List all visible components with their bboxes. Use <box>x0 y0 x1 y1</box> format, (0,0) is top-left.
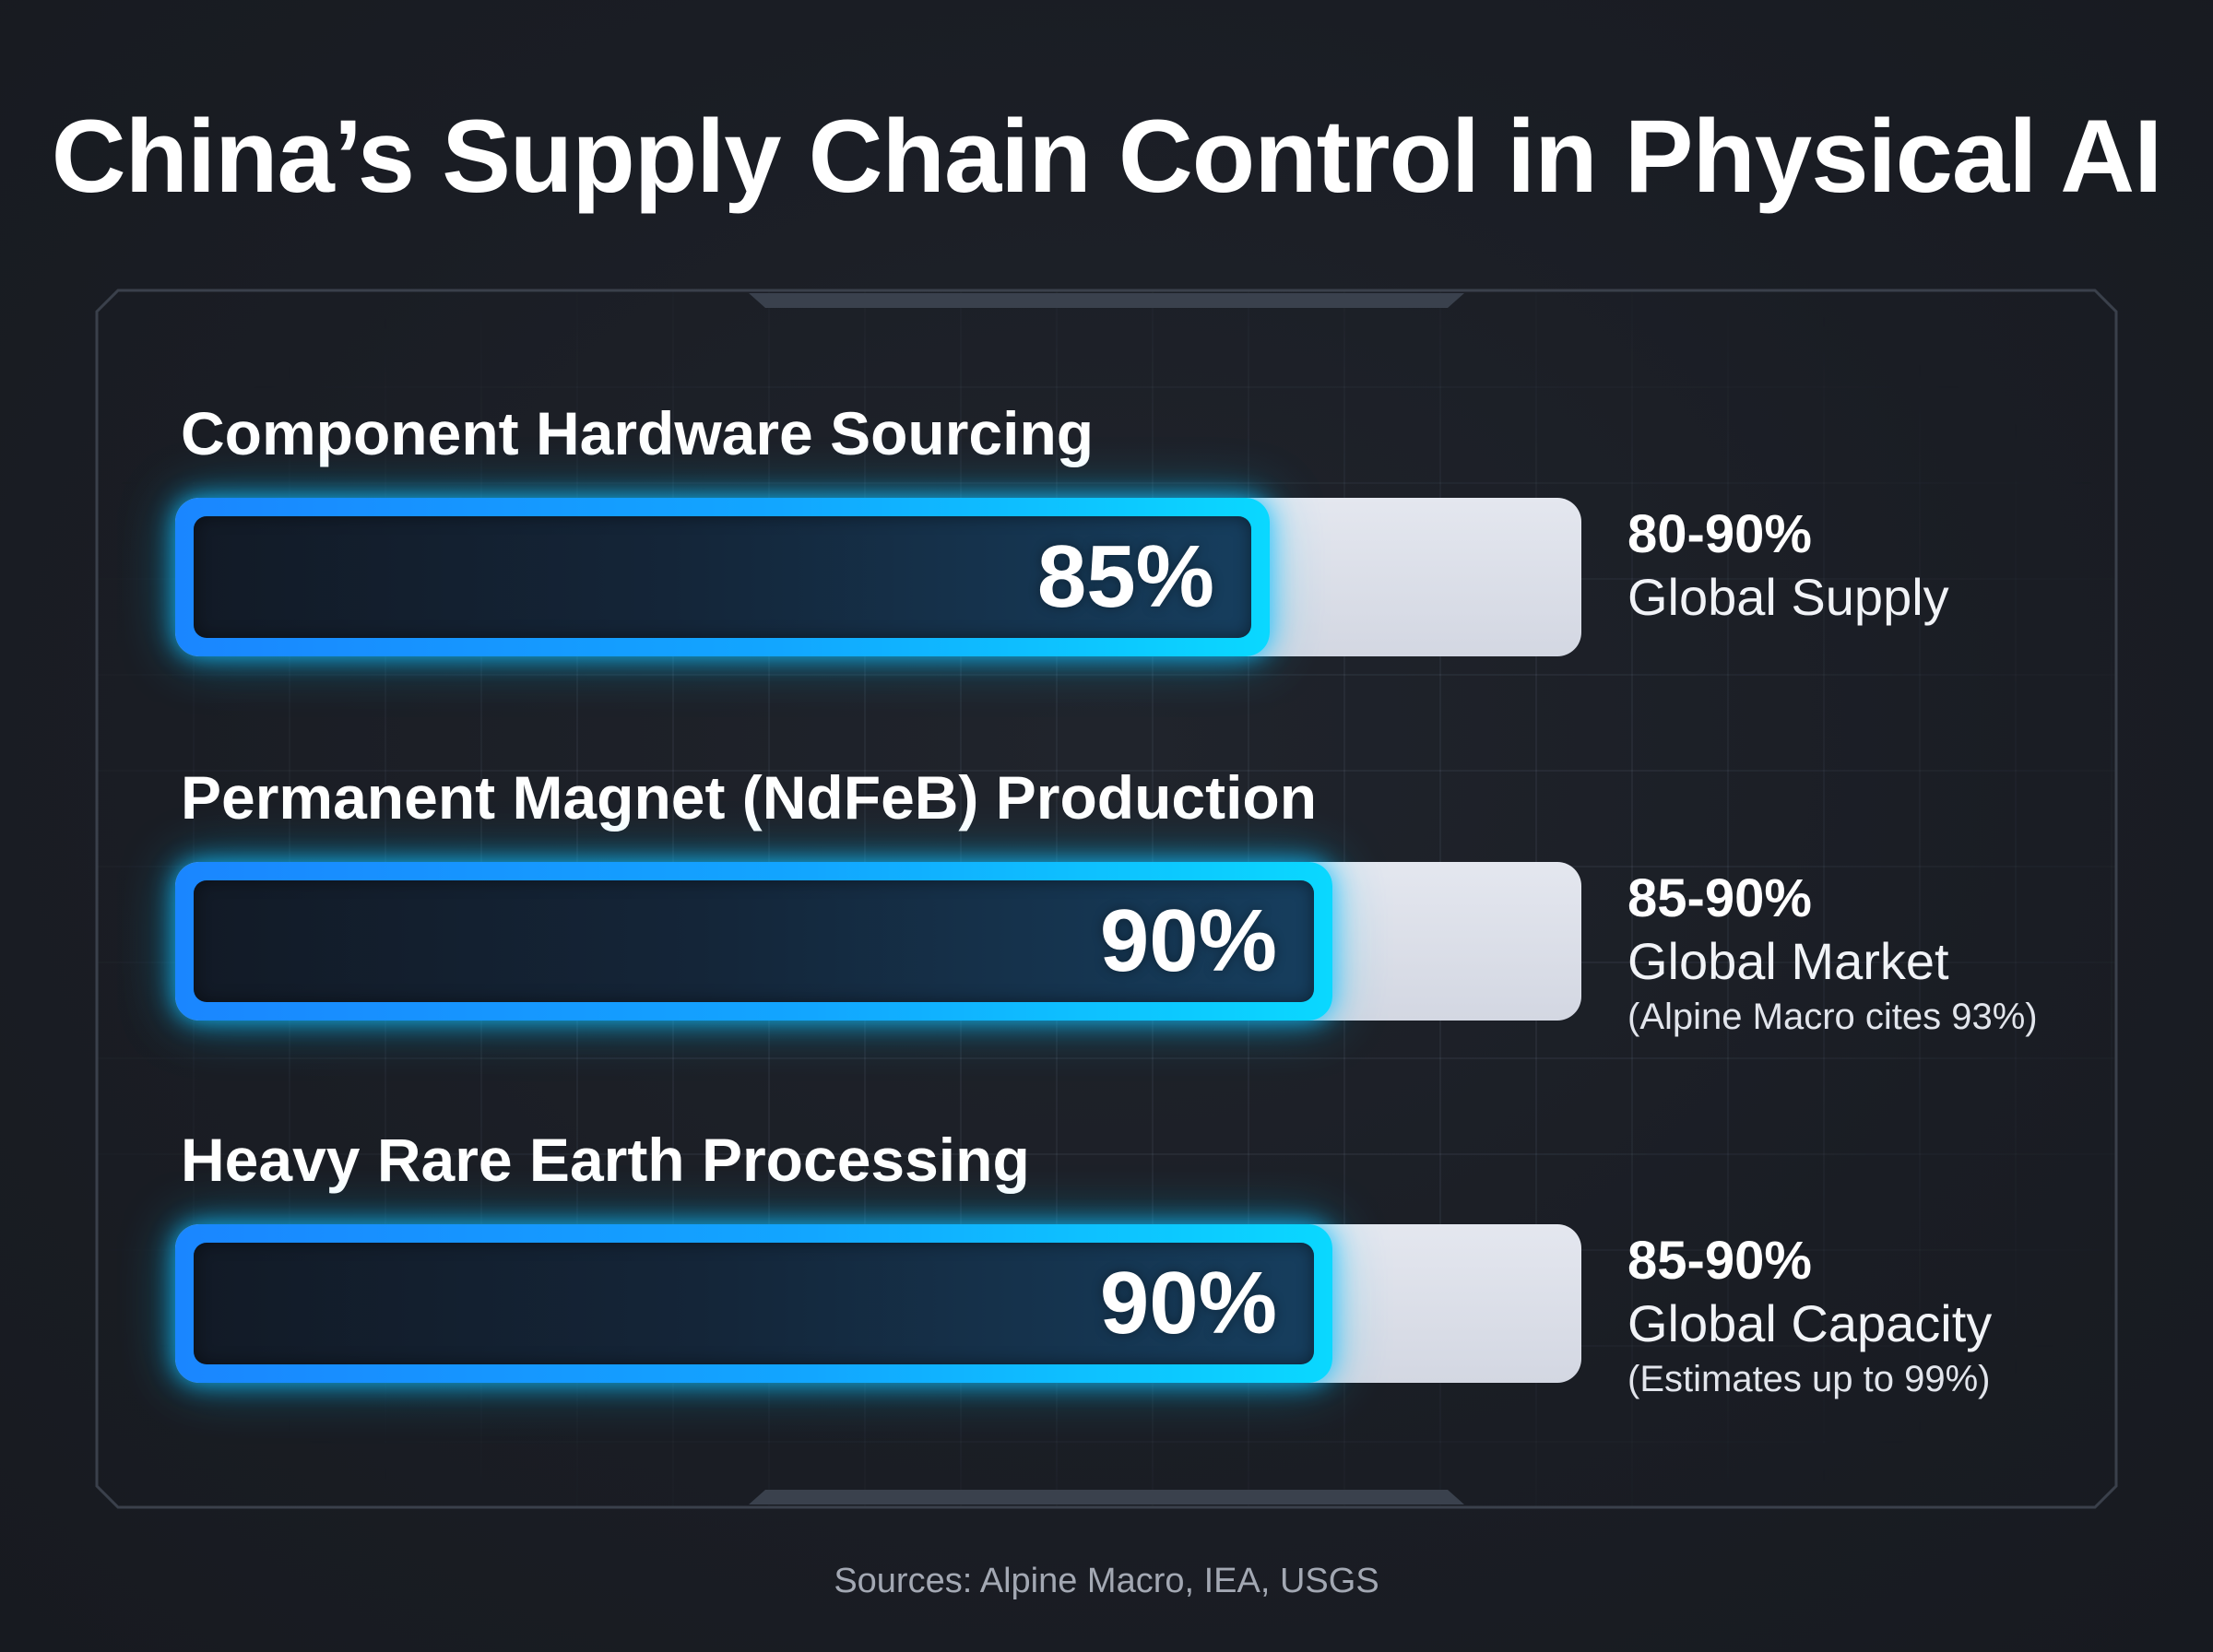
bar-category-label: Component Hardware Sourcing <box>181 399 1095 467</box>
annotation-range: 85-90% <box>1627 1231 1812 1291</box>
bar-value-label: 90% <box>1099 891 1277 990</box>
bar-value-label: 85% <box>1036 527 1214 626</box>
annotation-description: Global Supply <box>1627 568 1949 626</box>
annotation-description: Global Market <box>1627 932 1949 990</box>
annotation-note: (Estimates up to 99%) <box>1627 1359 1991 1399</box>
frame-bottom-tab <box>749 1490 1464 1504</box>
sources-note: Sources: Alpine Macro, IEA, USGS <box>834 1562 1379 1600</box>
bar-value-label: 90% <box>1099 1254 1277 1352</box>
bar-fill: 90% <box>175 862 1332 1021</box>
bar-annotation: 80-90% Global Supply <box>1627 503 1949 629</box>
page-title: China’s Supply Chain Control in Physical… <box>51 99 2163 214</box>
bar-category-label: Permanent Magnet (NdFeB) Production <box>181 763 1318 832</box>
annotation-range: 85-90% <box>1627 868 1812 928</box>
annotation-note: (Alpine Macro cites 93%) <box>1627 997 2038 1037</box>
bar-annotation: 85-90% Global Capacity (Estimates up to 99… <box>1627 1230 1992 1403</box>
annotation-range: 80-90% <box>1627 504 1812 564</box>
bar-fill-inner: 85% <box>194 516 1251 638</box>
bar-fill: 85% <box>175 498 1270 656</box>
frame-top-tab <box>749 293 1464 308</box>
bar-fill-inner: 90% <box>194 880 1314 1002</box>
bar-annotation: 85-90% Global Market (Alpine Macro cites 9… <box>1627 867 2038 1041</box>
bar-fill: 90% <box>175 1224 1332 1383</box>
bar-category-label: Heavy Rare Earth Processing <box>181 1126 1030 1194</box>
annotation-description: Global Capacity <box>1627 1294 1993 1352</box>
bar-fill-inner: 90% <box>194 1243 1314 1364</box>
